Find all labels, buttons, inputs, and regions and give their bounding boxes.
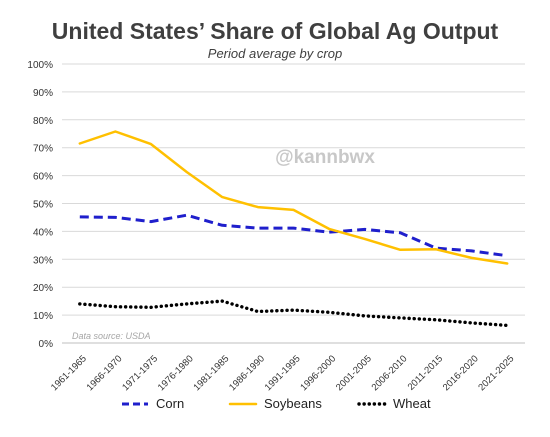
y-tick-label: 30%: [33, 255, 53, 266]
source-note: Data source: USDA: [72, 331, 151, 341]
x-tick-label: 2021-2025: [476, 353, 516, 393]
x-tick-label: 2011-2015: [406, 353, 445, 392]
series-line-corn: [79, 213, 508, 258]
y-tick-label: 10%: [33, 311, 53, 322]
chart-title: United States’ Share of Global Ag Output: [51, 18, 499, 44]
watermark-text: @kannbwx: [275, 147, 375, 168]
x-axis-tick-labels: 1961-19651966-19701971-19751976-19801981…: [49, 353, 516, 393]
legend-label: Soybeans: [264, 396, 322, 411]
legend-label: Wheat: [393, 396, 431, 411]
legend-item-corn: Corn: [120, 396, 184, 411]
y-tick-label: 40%: [33, 227, 53, 238]
chart-subtitle: Period average by crop: [207, 46, 343, 61]
x-tick-label: 1961-1965: [49, 353, 89, 393]
series-line-wheat: [78, 299, 509, 328]
series-lines: [78, 130, 509, 328]
y-tick-label: 20%: [33, 283, 53, 294]
x-tick-label: 2016-2020: [441, 353, 481, 393]
y-tick-label: 60%: [33, 172, 53, 183]
y-axis-tick-labels: 0% 10% 20% 30% 40% 50% 60% 70% 80% 90% 100%: [27, 60, 53, 350]
x-tick-label: 2006-2010: [370, 353, 410, 393]
x-tick-label: 1996-2000: [298, 353, 338, 393]
y-tick-label: 50%: [33, 200, 53, 211]
legend-swatch: [228, 402, 258, 405]
y-tick-label: 70%: [33, 144, 53, 155]
x-tick-label: 2001-2005: [334, 353, 374, 393]
y-tick-label: 80%: [33, 116, 53, 127]
legend-swatch: [122, 402, 148, 405]
y-tick-label: 0%: [39, 339, 54, 350]
gridlines: [62, 63, 525, 344]
x-tick-label: 1971-1975: [120, 353, 160, 393]
legend-item-wheat: Wheat: [357, 396, 431, 411]
x-tick-label: 1976-1980: [156, 353, 196, 393]
legend-label: Corn: [156, 396, 185, 411]
legend-item-soybeans: Soybeans: [228, 396, 322, 411]
x-tick-label: 1991-1995: [263, 353, 303, 393]
legend: Corn Soybeans Wheat: [0, 396, 550, 418]
series-line-soybeans: [78, 130, 509, 265]
x-tick-label: 1986-1990: [227, 353, 267, 393]
x-tick-label: 1966-1970: [85, 353, 125, 393]
y-tick-label: 90%: [33, 88, 53, 99]
x-tick-label: 1981-1985: [191, 353, 231, 393]
legend-swatch: [357, 401, 387, 406]
y-tick-label: 100%: [27, 60, 53, 71]
